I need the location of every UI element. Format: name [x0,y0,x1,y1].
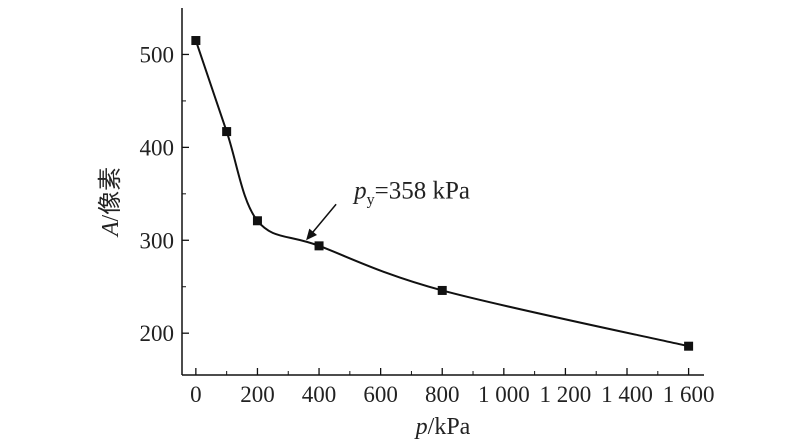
x-tick-label: 400 [302,382,337,407]
x-tick-label: 1 600 [663,382,715,407]
data-point [191,36,201,46]
annotation-arrowhead [306,228,317,241]
data-point [314,241,324,251]
x-tick-label: 1 400 [601,382,653,407]
x-tick-label: 0 [190,382,202,407]
x-tick-label: 1 000 [478,382,530,407]
data-point [437,285,447,295]
x-axis-title: p/kPa [414,414,471,440]
y-tick-label: 400 [140,135,175,160]
series-markers [191,36,694,351]
annotation-arrow [310,203,337,235]
x-axis-var: p [414,414,428,440]
annotation-text: py=358 kPa [352,177,470,208]
y-axis-unit: /像素 [97,167,124,222]
x-tick-label: 200 [240,382,275,407]
x-axis-unit: /kPa [428,414,471,440]
data-point [222,127,232,137]
y-axis-var: A [98,221,124,238]
annotation-var: p [352,177,367,204]
y-tick-label: 500 [140,42,175,67]
x-tick-label: 1 200 [540,382,592,407]
ticks: 0 200 400 600 800 1 000 1 200 1 400 1 600 200 300 4… [140,42,715,407]
annotation: py=358 kPa [306,177,470,241]
y-tick-label: 200 [140,321,175,346]
annotation-value: =358 kPa [375,177,470,204]
x-tick-label: 800 [425,382,460,407]
axes [181,8,704,376]
y-tick-label: 300 [140,228,175,253]
y-axis-title: A/像素 [97,167,124,238]
data-point [252,216,262,226]
x-tick-label: 600 [363,382,398,407]
data-point [684,341,694,351]
annotation-subscript: y [367,191,375,208]
